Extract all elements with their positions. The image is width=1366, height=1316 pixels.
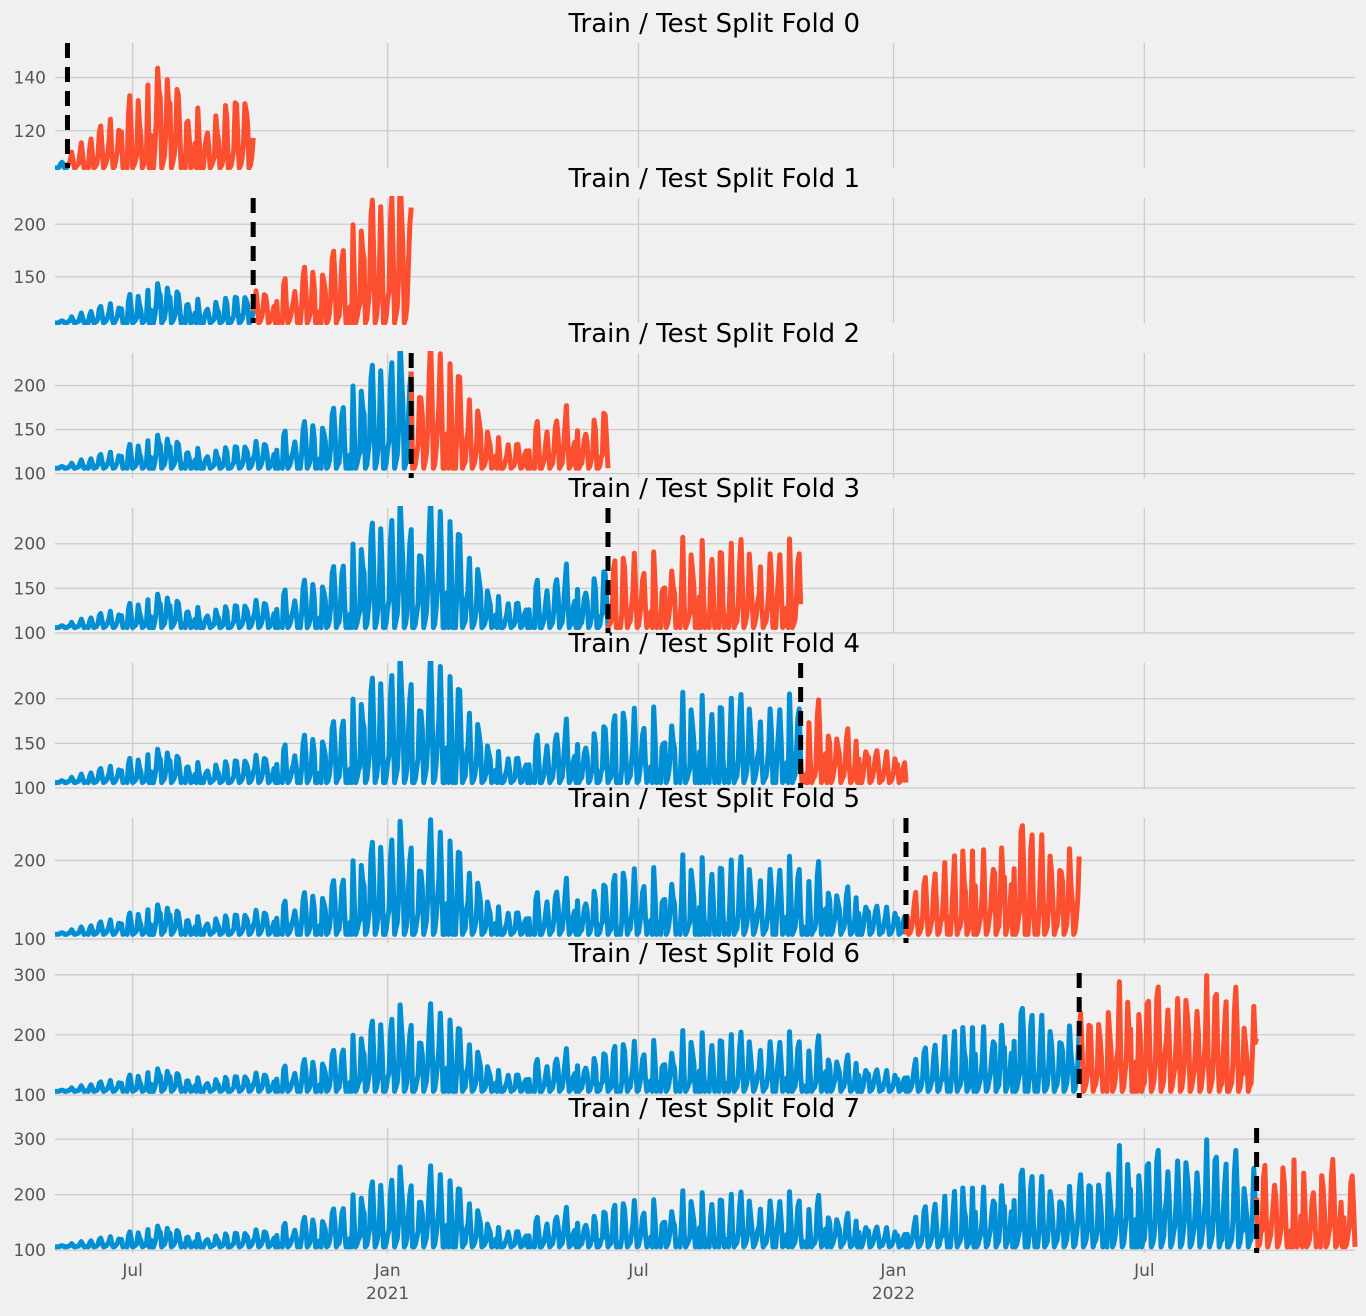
fold-panel-1: 150 200 Train / Test Split Fold 1 — [14, 164, 1355, 325]
x-tick-label: Jul — [1133, 1261, 1155, 1281]
panel-title: Train / Test Split Fold 2 — [567, 319, 860, 349]
y-tick-label: 100 — [14, 779, 46, 799]
y-tick-label: 140 — [14, 69, 46, 89]
fold-panel-2: 100 150 200 Train / Test Split Fold 2 — [14, 319, 1355, 485]
y-tick-label: 200 — [14, 1026, 46, 1046]
test-series-line — [798, 697, 909, 786]
x-tick-year-label: 2022 — [872, 1284, 915, 1304]
y-tick-label: 200 — [14, 851, 46, 871]
y-tick-label: 200 — [14, 535, 46, 555]
fold-panel-5: 100 200 Train / Test Split Fold 5 — [14, 784, 1355, 950]
test-series-line — [1076, 973, 1259, 1094]
fold-panel-0: 120 140 Train / Test Split Fold 0 — [14, 9, 1355, 170]
y-tick-label: 100 — [14, 930, 46, 950]
y-tick-label: 300 — [14, 966, 46, 986]
panel-title: Train / Test Split Fold 4 — [567, 629, 860, 659]
test-series-line — [250, 196, 414, 325]
panel-title: Train / Test Split Fold 0 — [567, 9, 860, 39]
y-tick-label: 300 — [14, 1130, 46, 1150]
y-tick-label: 150 — [14, 421, 46, 441]
y-tick-label: 200 — [14, 377, 46, 397]
y-tick-label: 100 — [14, 1241, 46, 1261]
y-tick-label: 100 — [14, 465, 46, 485]
y-tick-label: 100 — [14, 624, 46, 644]
train-series-line — [53, 1001, 1082, 1094]
y-tick-label: 120 — [14, 122, 46, 142]
panel-title: Train / Test Split Fold 6 — [567, 939, 860, 969]
train-series-line — [53, 506, 611, 631]
y-tick-label: 200 — [14, 690, 46, 710]
panel-title: Train / Test Split Fold 3 — [567, 474, 860, 504]
x-tick-label: Jan — [374, 1261, 401, 1281]
panel-title: Train / Test Split Fold 1 — [567, 164, 860, 194]
train-series-line — [53, 661, 804, 786]
y-tick-label: 200 — [14, 215, 46, 235]
y-tick-label: 150 — [14, 268, 46, 288]
test-series-line — [65, 65, 256, 170]
x-tick-label: Jul — [121, 1261, 143, 1281]
train-series-line — [53, 351, 414, 471]
x-tick-label: Jul — [627, 1261, 649, 1281]
fold-panel-7: 100 200 300 Train / Test Split Fold 7 — [14, 1094, 1358, 1261]
x-axis: Jul Jan 2021 Jul Jan 2022 Jul — [121, 1261, 1154, 1304]
test-series-line — [605, 534, 804, 631]
x-tick-year-label: 2021 — [366, 1284, 409, 1304]
y-tick-label: 150 — [14, 734, 46, 754]
y-tick-label: 100 — [14, 1086, 46, 1106]
fold-panel-3: 100 150 200 Train / Test Split Fold 3 — [14, 474, 1355, 644]
x-tick-label: Jan — [879, 1261, 906, 1281]
fold-panel-4: 100 150 200 Train / Test Split Fold 4 — [14, 629, 1355, 799]
fold-panel-6: 100 200 300 Train / Test Split Fold 6 — [14, 939, 1355, 1106]
y-tick-label: 200 — [14, 1186, 46, 1206]
panel-title: Train / Test Split Fold 7 — [567, 1094, 860, 1124]
train-series-line — [53, 817, 909, 937]
panel-title: Train / Test Split Fold 5 — [567, 784, 860, 814]
test-series-line — [1254, 1156, 1358, 1250]
train-series-line — [53, 1137, 1259, 1250]
test-series-line — [903, 823, 1082, 937]
y-tick-label: 150 — [14, 579, 46, 599]
train-series-line — [53, 281, 256, 325]
test-series-line — [408, 351, 611, 471]
